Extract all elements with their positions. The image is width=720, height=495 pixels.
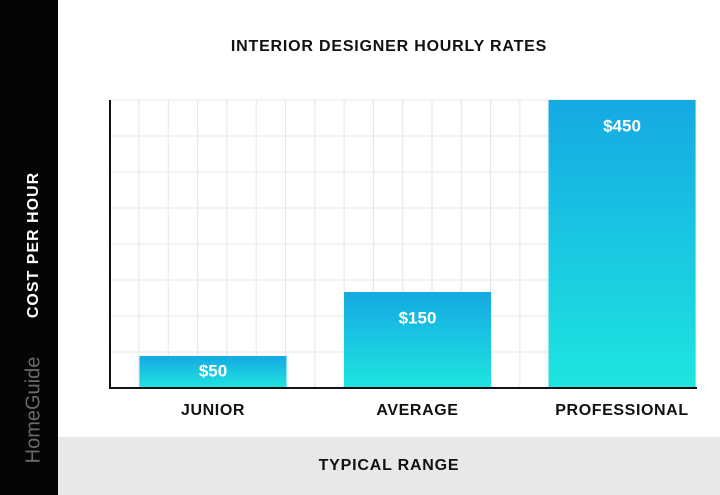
chart-title: INTERIOR DESIGNER HOURLY RATES <box>231 38 547 55</box>
x-tick-label: PROFESSIONAL <box>555 402 688 419</box>
bar <box>344 292 491 388</box>
sidebar <box>0 0 58 495</box>
watermark: HomeGuide <box>22 357 44 464</box>
x-tick-label: JUNIOR <box>181 402 245 419</box>
plot-area: $50 JUNIOR $150 AVERAGE $450 PROFESSIONAL <box>109 99 697 419</box>
y-axis-label: COST PER HOUR <box>25 172 42 318</box>
x-tick-label: AVERAGE <box>376 402 458 419</box>
value-label: $450 <box>603 116 641 135</box>
bar <box>548 100 696 388</box>
footer-band <box>58 437 720 495</box>
value-label: $50 <box>199 361 227 380</box>
x-axis-label: TYPICAL RANGE <box>319 457 460 474</box>
bar <box>139 356 287 388</box>
value-label: $150 <box>399 308 437 327</box>
